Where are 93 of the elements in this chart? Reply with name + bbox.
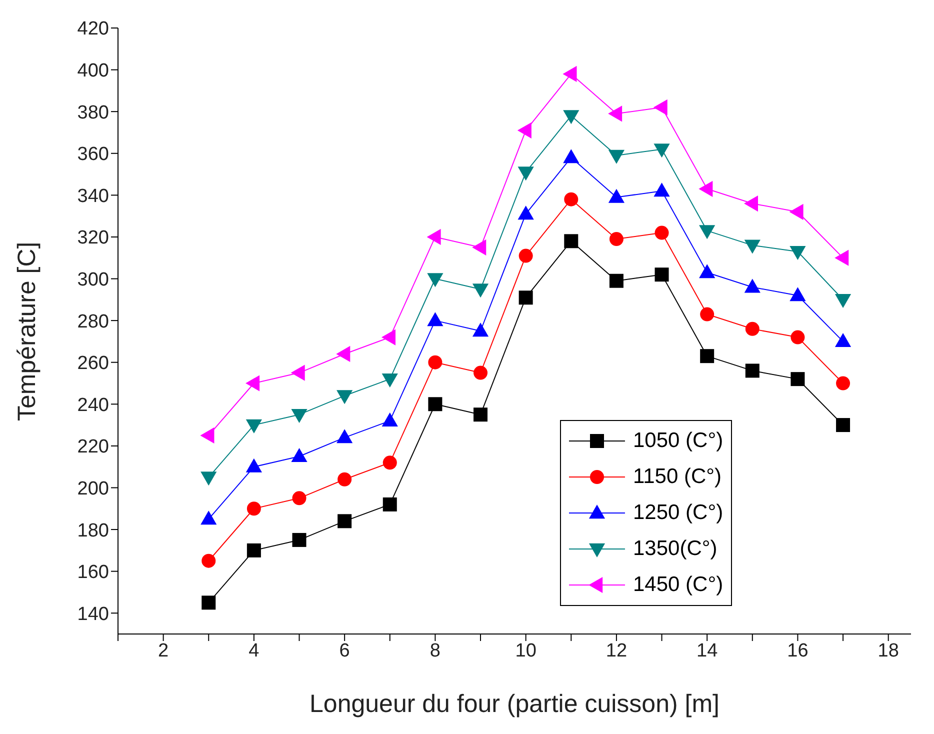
- point: [246, 375, 260, 392]
- point: [336, 346, 350, 362]
- point: [745, 364, 760, 378]
- y-tick-label: 380: [77, 102, 109, 124]
- y-tick-label: 180: [77, 520, 109, 542]
- point: [291, 408, 308, 423]
- point: [428, 397, 442, 412]
- point: [790, 246, 806, 260]
- point: [427, 312, 444, 326]
- point: [744, 195, 758, 212]
- point: [382, 456, 397, 470]
- point: [518, 290, 533, 305]
- point: [202, 596, 216, 610]
- point: [428, 355, 442, 370]
- point: [700, 349, 714, 364]
- point: [472, 322, 489, 337]
- point: [202, 554, 216, 568]
- x-tick-label: 4: [248, 640, 260, 662]
- point: [426, 228, 441, 246]
- point: [654, 226, 669, 240]
- x-tick-label: 2: [158, 640, 169, 662]
- y-tick-label: 340: [77, 186, 109, 207]
- y-tick-label: 240: [77, 394, 109, 416]
- y-tick-label: 360: [77, 144, 109, 166]
- point: [609, 274, 624, 288]
- point: [200, 472, 217, 486]
- point: [608, 106, 622, 122]
- y-tick-label: 320: [77, 228, 109, 249]
- point: [246, 419, 262, 434]
- point: [564, 234, 578, 248]
- point: [336, 429, 353, 444]
- point: [338, 472, 352, 486]
- point: [790, 372, 805, 386]
- legend-label: 1050 (C°): [633, 429, 724, 453]
- point: [246, 543, 261, 558]
- point: [200, 510, 217, 525]
- y-tick-label: 420: [77, 18, 109, 40]
- point: [564, 192, 578, 206]
- point: [608, 188, 625, 203]
- point: [698, 180, 713, 197]
- point: [381, 329, 396, 346]
- point: [836, 376, 850, 390]
- point: [292, 491, 306, 506]
- x-tick-label: 18: [878, 640, 899, 662]
- point: [518, 248, 533, 263]
- point: [700, 307, 714, 322]
- y-tick-label: 300: [77, 270, 109, 291]
- point: [563, 149, 580, 164]
- point: [518, 206, 534, 220]
- point: [834, 250, 849, 266]
- point: [474, 408, 488, 422]
- point: [744, 278, 760, 293]
- point: [790, 287, 806, 302]
- x-axis-title: Longueur du four (partie cuisson) [m]: [310, 690, 720, 718]
- y-tick-label: 140: [77, 604, 109, 625]
- x-tick-label: 10: [515, 640, 536, 662]
- y-tick-label: 220: [77, 436, 109, 458]
- y-tick-label: 260: [77, 353, 109, 374]
- y-tick-label: 400: [77, 60, 109, 82]
- point: [609, 232, 624, 246]
- point: [338, 514, 352, 528]
- point: [472, 239, 486, 256]
- y-tick-label: 200: [77, 478, 109, 500]
- point: [834, 333, 852, 348]
- point: [836, 418, 850, 432]
- point: [745, 322, 760, 336]
- point: [474, 366, 488, 380]
- point: [653, 99, 668, 116]
- x-tick-label: 6: [339, 640, 350, 662]
- y-tick-label: 280: [77, 311, 109, 332]
- y-tick-label: 160: [77, 562, 109, 584]
- point: [382, 497, 397, 512]
- point: [200, 427, 214, 444]
- legend-label: 1250 (C°): [633, 501, 724, 525]
- point: [789, 204, 804, 220]
- point: [290, 364, 305, 381]
- legend-label: 1150 (C°): [633, 465, 722, 489]
- point: [790, 330, 805, 344]
- x-tick-label: 8: [430, 640, 440, 662]
- point: [699, 264, 716, 278]
- x-tick-label: 12: [606, 640, 628, 662]
- x-tick-label: 16: [787, 640, 808, 662]
- point: [654, 182, 670, 197]
- legend-label: 1450 (C°): [633, 573, 724, 597]
- point: [246, 502, 261, 516]
- point: [292, 532, 306, 547]
- point: [562, 66, 577, 82]
- legend-label: 1350(C°): [633, 537, 718, 561]
- x-tick-label: 14: [696, 640, 718, 662]
- point: [517, 122, 532, 138]
- point: [382, 373, 398, 388]
- point: [654, 268, 669, 282]
- y-axis-title: Température [C]: [12, 242, 41, 421]
